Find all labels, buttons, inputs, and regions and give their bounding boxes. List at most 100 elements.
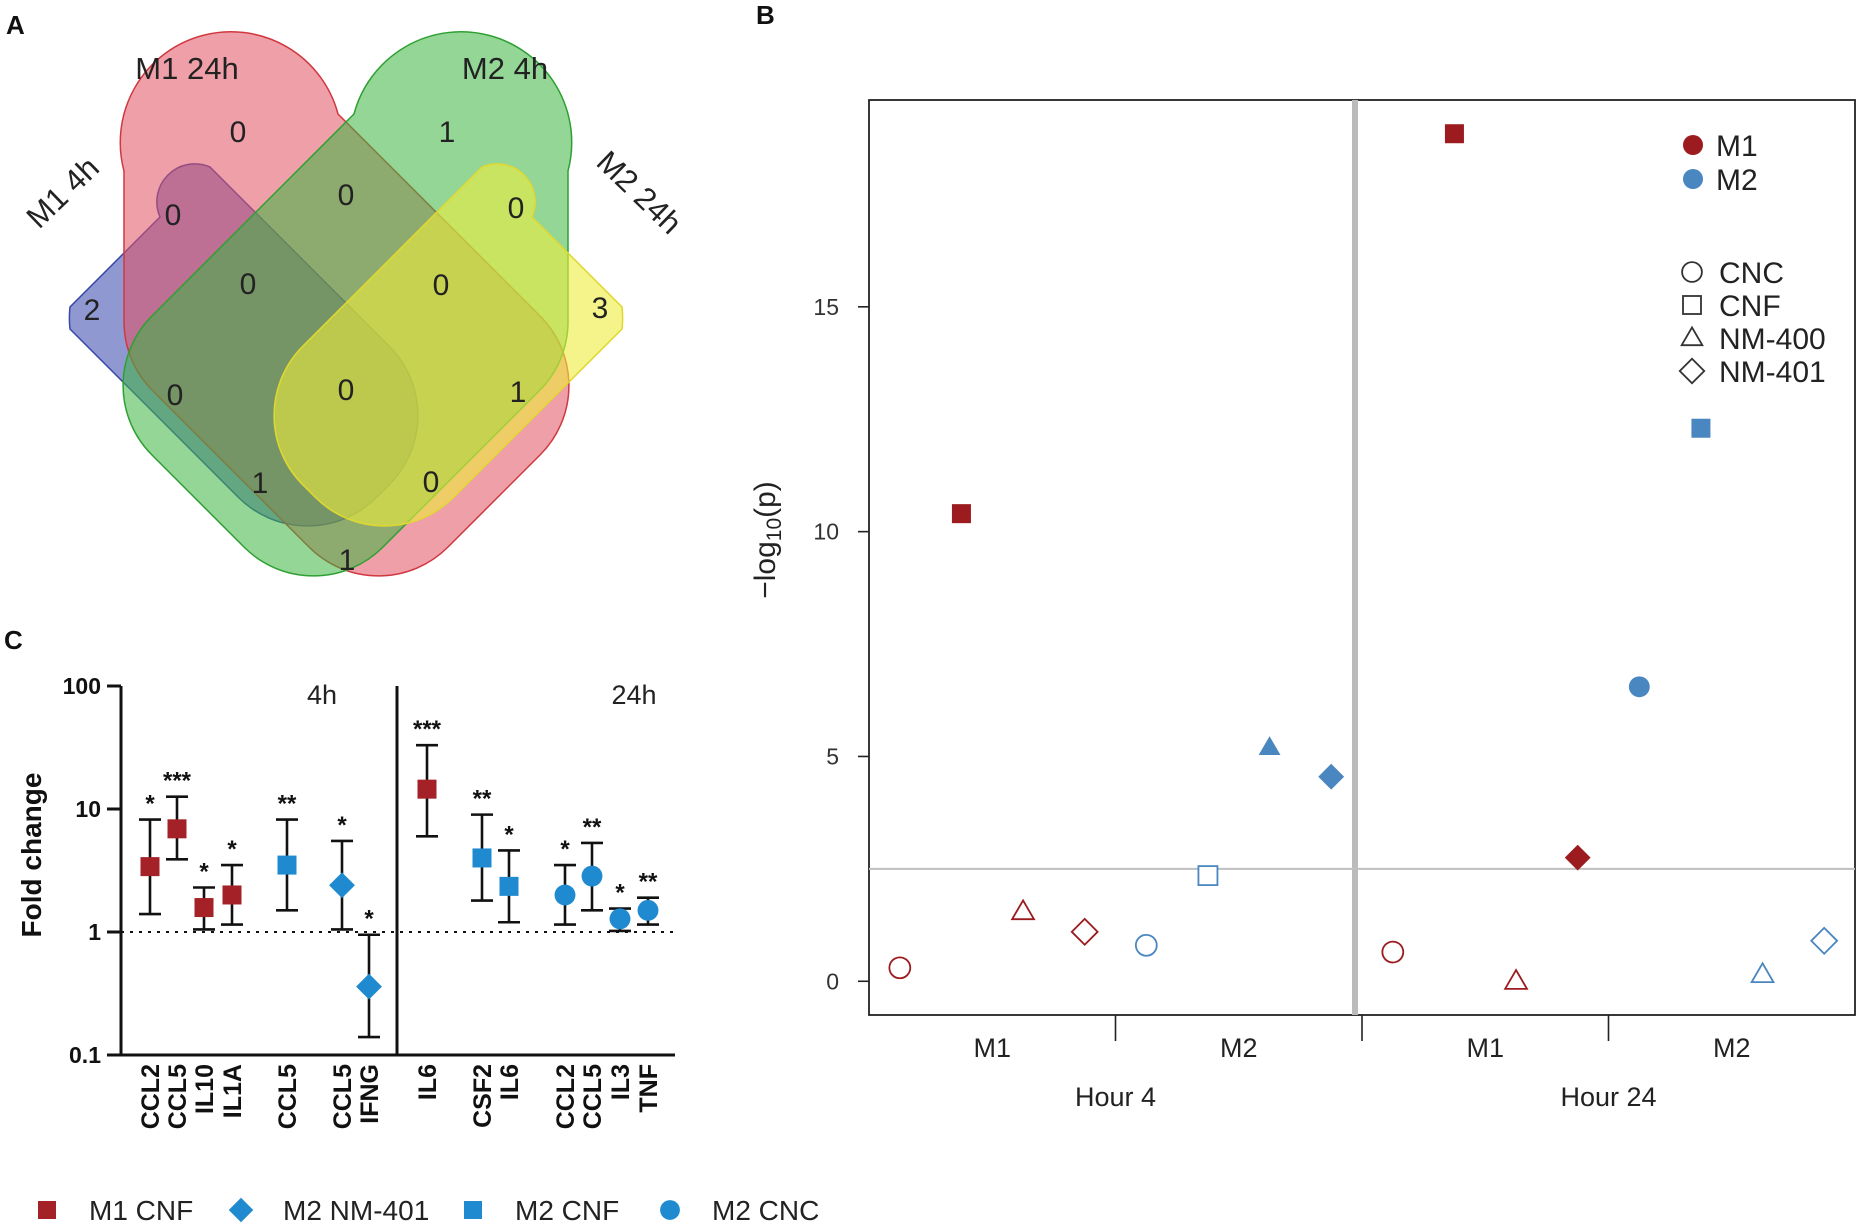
c-24h-ccl5-m2-cnc-significance: ** xyxy=(583,814,602,841)
scatter-axes: 0 5 10 15 M1 M2 Hour 4 M1 M2 Hour 24 xyxy=(813,294,1855,1112)
c-4h-ccl5-m1-cnf-significance: *** xyxy=(163,768,192,795)
c-4h-il1a-m1-cnf-gene-label: IL1A xyxy=(219,1064,247,1118)
venn-label-m2-24h: M2 24h xyxy=(590,144,689,241)
point-hour-24-m1-cnf xyxy=(1444,124,1464,144)
venn-label-m1-4h: M1 4h xyxy=(20,150,106,235)
c-24h-ccl5-m2-cnc-marker xyxy=(581,865,603,887)
point-hour-4-m2-nm-401 xyxy=(1318,763,1345,790)
c-24h-tnf-m2-cnc-marker xyxy=(637,899,659,921)
c-24h-csf2-m2-cnf-significance: ** xyxy=(473,786,492,813)
venn-count-m1-24h-m2-4h-m2-24h: 0 xyxy=(433,269,450,302)
c-y-tick-label-100: 100 xyxy=(63,673,101,699)
legend-m2-swatch xyxy=(1683,169,1703,189)
venn-count-m1-4h-m2-4h-m2-24h: 1 xyxy=(252,467,269,500)
x-group-label-hour-24: Hour 24 xyxy=(1560,1082,1656,1112)
c-y-tick-label-1: 1 xyxy=(88,919,101,945)
c-4h-il1a-m1-cnf-significance: * xyxy=(227,836,237,863)
c-4h-ccl5-m2-cnf-gene-label: CCL5 xyxy=(274,1064,302,1129)
point-hour-4-m1-nm-400 xyxy=(1010,898,1036,921)
c-24h-tnf-m2-cnc-gene-label: TNF xyxy=(635,1064,663,1113)
venn-count-m2-4h-only: 1 xyxy=(439,116,456,149)
point-hour-4-m2-cnf xyxy=(1197,865,1219,887)
c-4h-ccl2-m1-cnf-gene-label: CCL2 xyxy=(137,1064,165,1129)
venn-count-m1-4h-m1-24h: 0 xyxy=(165,199,182,232)
c-legend-m2-cnf-symbol xyxy=(464,1201,482,1219)
legend-cnc-symbol xyxy=(1681,261,1703,283)
y-tick-label-15: 15 xyxy=(813,294,839,320)
y-tick-label-5: 5 xyxy=(826,743,839,769)
venn-count-all-four: 0 xyxy=(338,374,355,407)
point-hour-4-m1-cnf xyxy=(951,504,971,524)
x-cell-label-hour-24-m2: M2 xyxy=(1713,1033,1751,1063)
point-hour-24-m1-nm-401 xyxy=(1564,844,1591,871)
c-24h-il3-m2-cnc-gene-label: IL3 xyxy=(607,1064,635,1100)
c-24h-ccl2-m2-cnc-significance: * xyxy=(560,836,570,863)
c-24h-il6-m1-cnf-gene-label: IL6 xyxy=(414,1064,442,1100)
c-legend-m2-cnc-label: M2 CNC xyxy=(712,1195,819,1223)
venn-set-m2-24h xyxy=(273,163,624,527)
x-cell-label-hour-4-m2: M2 xyxy=(1220,1033,1258,1063)
c-24h-ccl2-m2-cnc-gene-label: CCL2 xyxy=(552,1064,580,1129)
c-y-axis-label: Fold change xyxy=(16,773,47,938)
c-4h-ccl5-m2-nm-401-marker xyxy=(329,872,355,899)
c-4h-il10-m1-cnf-gene-label: IL10 xyxy=(191,1064,219,1114)
c-4h-ifng-m2-nm-401-gene-label: IFNG xyxy=(356,1064,384,1124)
c-4h-ccl5-m2-cnf-marker xyxy=(277,855,297,875)
c-panel-label-4h: 4h xyxy=(307,680,337,710)
legend-cnf-symbol xyxy=(1682,295,1702,315)
point-hour-24-m2-cnf xyxy=(1691,418,1711,438)
y-axis-label-subscript: 10 xyxy=(763,518,786,541)
c-y-tick-label-0-1: 0.1 xyxy=(69,1042,101,1068)
c-legend-m2-nm-401-label: M2 NM-401 xyxy=(283,1195,429,1223)
c-legend-m2-cnc-symbol xyxy=(660,1200,680,1220)
venn-count-m1-4h-m1-24h-m2-24h: 0 xyxy=(423,466,440,499)
y-axis-label-prefix: −log xyxy=(749,541,782,599)
point-hour-4-m1-cnc xyxy=(888,956,912,980)
fold-change-axes: 0.1 1 10 100 4h 24h xyxy=(63,673,675,1068)
c-4h-ccl5-m1-cnf-marker xyxy=(167,819,187,839)
venn-count-m1-24h-only: 0 xyxy=(230,116,247,149)
x-cell-label-hour-4-m1: M1 xyxy=(973,1033,1011,1063)
c-4h-il10-m1-cnf-significance: * xyxy=(199,859,209,886)
point-hour-24-m2-nm-400 xyxy=(1750,961,1776,984)
legend-m2-label: M2 xyxy=(1716,164,1758,197)
y-tick-label-0: 0 xyxy=(826,968,839,994)
c-panel-label-24h: 24h xyxy=(611,680,656,710)
point-hour-24-m2-nm-401 xyxy=(1809,926,1839,956)
panel-letter-c: C xyxy=(4,625,23,655)
point-hour-24-m1-nm-400 xyxy=(1503,968,1529,990)
c-legend-m1-cnf-symbol xyxy=(38,1201,56,1219)
venn-count-m1-4h-only: 2 xyxy=(84,294,101,327)
venn-diagram: M1 24h M2 4h M1 4h M2 24h 2 0 1 3 0 0 0 … xyxy=(20,31,689,577)
c-4h-il1a-m1-cnf-marker xyxy=(222,885,242,905)
legend-cnc-label: CNC xyxy=(1719,257,1784,290)
c-4h-ccl2-m1-cnf-marker xyxy=(140,857,160,877)
panel-letter-a: A xyxy=(6,10,25,40)
c-24h-tnf-m2-cnc-significance: ** xyxy=(639,869,658,896)
venn-count-m1-24h-m2-4h: 0 xyxy=(338,179,355,212)
panel-letter-b: B xyxy=(756,0,775,30)
fold-change-legend: M1 CNF M2 NM-401 M2 CNF M2 CNC xyxy=(38,1195,819,1223)
c-24h-il3-m2-cnc-marker xyxy=(609,908,631,930)
venn-label-m1-24h: M1 24h xyxy=(135,51,238,86)
legend-nm-401-symbol xyxy=(1678,357,1706,385)
venn-label-m2-4h: M2 4h xyxy=(462,51,548,86)
x-cell-label-hour-24-m1: M1 xyxy=(1466,1033,1504,1063)
c-legend-m2-cnf-label: M2 CNF xyxy=(515,1195,619,1223)
c-4h-ccl5-m2-nm-401-significance: * xyxy=(337,812,347,839)
y-axis-label: −log10(p) xyxy=(749,481,786,599)
c-24h-il6-m2-cnf-marker xyxy=(499,876,519,896)
c-4h-ifng-m2-nm-401-significance: * xyxy=(364,906,374,933)
c-24h-il6-m1-cnf-significance: *** xyxy=(413,716,442,743)
y-axis-label-suffix: (p) xyxy=(749,481,782,518)
venn-count-m1-4h-m2-24h: 1 xyxy=(339,544,356,577)
legend-nm-400-symbol xyxy=(1680,325,1704,347)
c-4h-ccl5-m2-cnf-significance: ** xyxy=(278,791,297,818)
c-4h-il10-m1-cnf-marker xyxy=(194,898,214,918)
c-24h-csf2-m2-cnf-marker xyxy=(472,848,492,868)
c-24h-il6-m1-cnf-marker xyxy=(417,779,437,799)
venn-count-m1-24h-m2-24h: 1 xyxy=(510,376,527,409)
